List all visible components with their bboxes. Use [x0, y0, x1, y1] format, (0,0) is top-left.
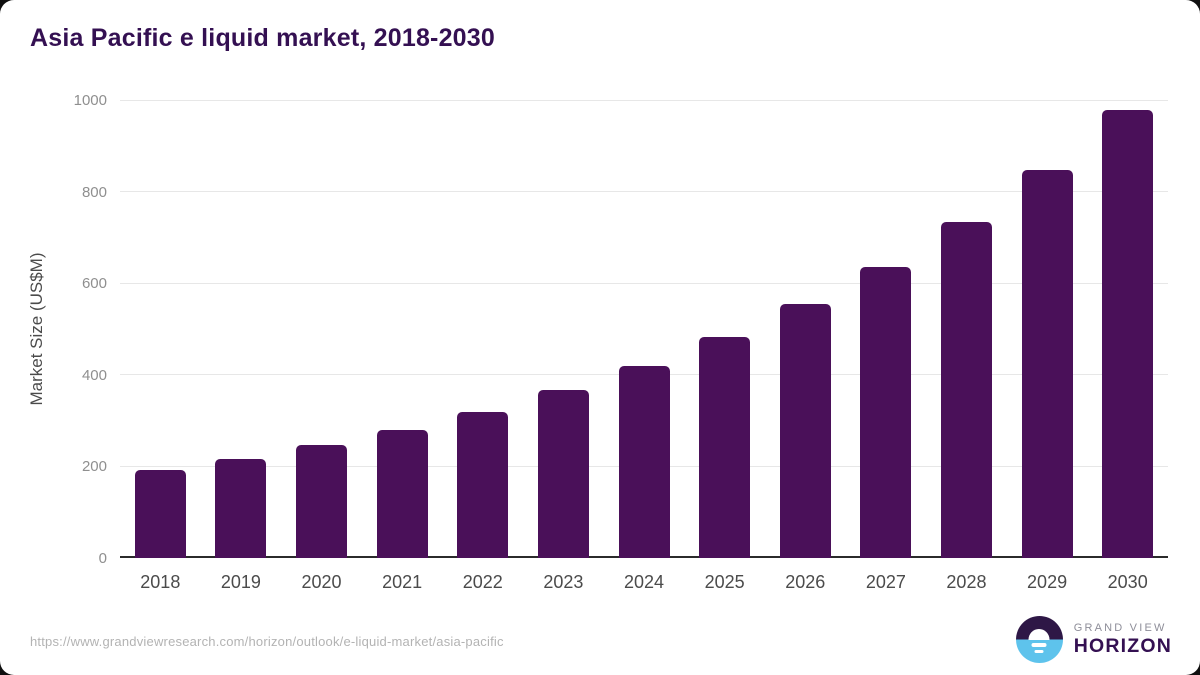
- x-tick-label-2021: 2021: [382, 572, 423, 592]
- x-tick-label-2025: 2025: [704, 572, 745, 592]
- y-tick-label-600: 600: [81, 275, 107, 293]
- y-tick-label-400: 400: [81, 366, 107, 384]
- logo-text-horizon: HORIZON: [1073, 634, 1172, 657]
- source-url: https://www.grandviewresearch.com/horizo…: [30, 634, 504, 649]
- horizon-line-2: [1034, 649, 1044, 653]
- bar-2020: [296, 445, 348, 558]
- y-tick-label-800: 800: [81, 183, 107, 201]
- bar-2027: [860, 266, 912, 558]
- x-tick-label-2020: 2020: [301, 572, 342, 592]
- y-tick-label-1000: 1000: [73, 92, 107, 109]
- horizon-sun-icon: [1015, 616, 1063, 663]
- bar-2030: [1102, 109, 1154, 558]
- gridline-600: [120, 282, 1168, 284]
- bar-2024: [618, 365, 670, 558]
- grand-view-horizon-logo: GRAND VIEW HORIZON: [1015, 616, 1172, 663]
- bar-2021: [376, 429, 428, 558]
- gridline-1000: [120, 99, 1168, 101]
- bar-2028: [940, 222, 992, 558]
- x-tick-label-2022: 2022: [462, 572, 503, 592]
- y-tick-label-200: 200: [81, 458, 107, 476]
- x-tick-label-2027: 2027: [865, 572, 906, 592]
- x-tick-label-2024: 2024: [623, 572, 665, 592]
- horizon-line-1: [1031, 643, 1047, 647]
- x-tick-label-2026: 2026: [785, 572, 826, 592]
- bar-2023: [537, 390, 589, 558]
- bar-2022: [457, 412, 509, 558]
- x-tick-label-2030: 2030: [1107, 572, 1148, 592]
- x-tick-label-2023: 2023: [543, 572, 584, 592]
- x-tick-label-2018: 2018: [140, 572, 181, 592]
- bar-2029: [1021, 170, 1073, 558]
- x-tick-label-2028: 2028: [946, 572, 987, 592]
- x-tick-label-2019: 2019: [220, 572, 261, 592]
- gridline-800: [120, 191, 1168, 193]
- chart-title: Asia Pacific e liquid market, 2018-2030: [30, 24, 495, 52]
- x-tick-label-2029: 2029: [1027, 572, 1068, 592]
- y-tick-label-0: 0: [98, 550, 107, 567]
- bar-2018: [134, 470, 186, 558]
- logo-text: GRAND VIEW HORIZON: [1073, 621, 1172, 657]
- bar-2026: [779, 304, 831, 558]
- bar-2025: [699, 337, 751, 558]
- logo-text-grand-view: GRAND VIEW: [1073, 621, 1167, 634]
- sun-shape: [1028, 629, 1050, 640]
- bar-2019: [215, 458, 267, 558]
- bar-chart-plot-area: 0 200 400 600 800 1000 2018 2019 2020 2021 2022 202…: [74, 92, 1168, 592]
